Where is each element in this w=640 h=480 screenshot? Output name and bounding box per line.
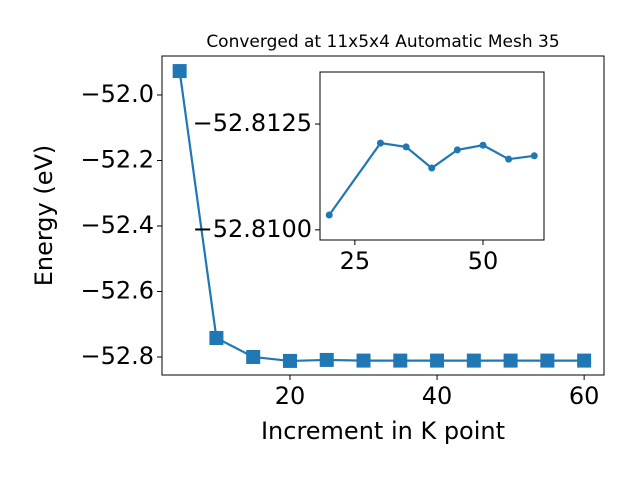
marker bbox=[466, 353, 481, 368]
marker bbox=[325, 211, 333, 219]
y-tick-label: −52.4 bbox=[80, 211, 154, 239]
y-tick-label: −52.0 bbox=[80, 80, 154, 108]
x-tick-label: 60 bbox=[569, 382, 600, 410]
marker bbox=[319, 352, 334, 367]
marker bbox=[172, 64, 187, 79]
axes-frame bbox=[161, 55, 605, 376]
marker bbox=[479, 141, 487, 149]
y-tick-label: −52.8125 bbox=[193, 109, 312, 137]
y-tick-label: −52.8100 bbox=[193, 215, 312, 243]
axes-frame bbox=[319, 71, 545, 241]
marker bbox=[356, 353, 371, 368]
y-tick-label: −52.2 bbox=[80, 145, 154, 173]
x-tick-label: 20 bbox=[275, 382, 306, 410]
marker bbox=[577, 353, 592, 368]
marker bbox=[402, 143, 410, 151]
marker bbox=[246, 349, 261, 364]
x-tick-label: 50 bbox=[468, 247, 499, 275]
y-axis-label: Energy (eV) bbox=[30, 145, 58, 287]
inset: 25 50 −52.8125 −52.8100 bbox=[193, 71, 545, 275]
x-axis-label: Increment in K point bbox=[261, 417, 505, 445]
plot-area bbox=[320, 72, 544, 240]
chart-title: Converged at 11x5x4 Automatic Mesh 35 bbox=[206, 32, 559, 52]
y-tick-label: −52.6 bbox=[80, 276, 154, 304]
x-tick-label: 25 bbox=[340, 247, 371, 275]
marker bbox=[376, 139, 384, 147]
marker bbox=[209, 330, 224, 345]
x-tick-label: 40 bbox=[422, 382, 453, 410]
series-line bbox=[328, 141, 535, 216]
marker bbox=[428, 164, 436, 172]
marker bbox=[540, 353, 555, 368]
marker bbox=[453, 146, 461, 154]
marker bbox=[503, 353, 518, 368]
y-tick-label: −52.8 bbox=[80, 342, 154, 370]
marker bbox=[505, 155, 513, 163]
marker bbox=[393, 353, 408, 368]
marker bbox=[430, 353, 445, 368]
marker bbox=[282, 353, 297, 368]
marker bbox=[530, 152, 538, 160]
